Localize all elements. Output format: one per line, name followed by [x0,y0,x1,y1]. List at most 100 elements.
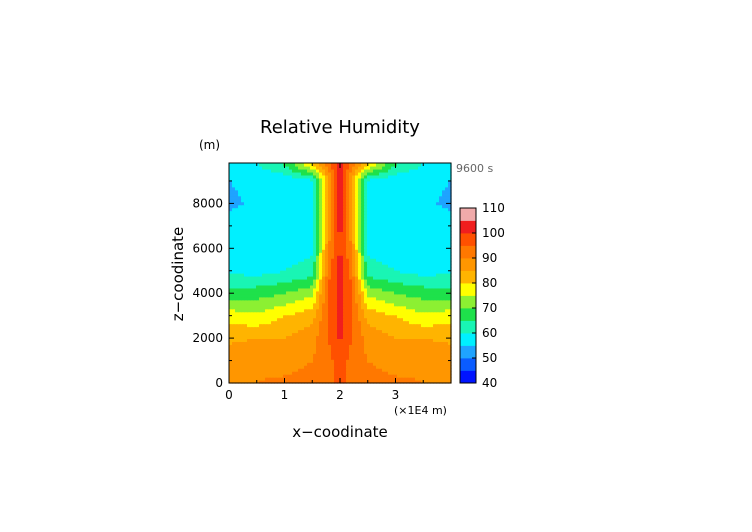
heatmap-cell [337,317,341,322]
heatmap-cell [385,258,389,262]
heatmap-cell [421,249,425,253]
heatmap-cell [349,341,353,345]
heatmap-cell [430,240,434,244]
heatmap-cell [334,278,338,283]
heatmap-cell [376,308,380,313]
heatmap-cell [343,350,347,354]
heatmap-cell [322,308,326,313]
heatmap-cell [289,314,293,319]
heatmap-cell [361,207,365,212]
heatmap-cell [256,290,260,295]
heatmap-cell [328,290,332,295]
heatmap-cell [406,365,410,369]
heatmap-cell [388,192,392,197]
heatmap-cell [259,234,263,238]
heatmap-cell [331,341,335,345]
heatmap-cell [286,189,290,194]
heatmap-cell [349,359,353,363]
heatmap-cell [388,219,392,224]
heatmap-cell [418,204,422,209]
heatmap-cell [400,195,404,200]
heatmap-cell [400,267,404,271]
heatmap-cell [376,362,380,366]
heatmap-cell [265,246,269,250]
heatmap-cell [232,195,236,200]
heatmap-cell [421,210,425,215]
heatmap-cell [271,216,275,221]
heatmap-cell [331,305,335,310]
heatmap-cell [409,344,413,348]
heatmap-cell [304,341,308,345]
heatmap-cell [310,201,314,206]
heatmap-cell [373,380,377,384]
heatmap-cell [373,359,377,363]
heatmap-cell [283,258,287,262]
heatmap-cell [265,374,269,378]
heatmap-cell [292,216,296,221]
heatmap-cell [304,314,308,319]
heatmap-cell [256,278,260,283]
heatmap-cell [253,317,257,322]
heatmap-cell [412,338,416,342]
heatmap-cell [388,362,392,366]
heatmap-cell [241,258,245,262]
heatmap-cell [250,183,254,188]
heatmap-cell [382,311,386,316]
heatmap-cell [445,198,449,203]
heatmap-cell [268,311,272,316]
heatmap-cell [373,201,377,206]
heatmap-cell [394,255,398,259]
heatmap-cell [298,267,302,271]
heatmap-cell [316,240,320,244]
heatmap-cell [256,216,260,221]
heatmap-cell [280,371,284,375]
heatmap-cell [250,371,254,375]
heatmap-cell [268,308,272,313]
heatmap-cell [268,204,272,209]
heatmap-cell [415,332,419,337]
heatmap-cell [448,338,452,342]
heatmap-cell [265,240,269,244]
heatmap-cell [418,311,422,316]
heatmap-cell [430,237,434,241]
heatmap-cell [301,213,305,218]
heatmap-cell [340,290,344,295]
heatmap-cell [343,284,347,289]
heatmap-cell [448,287,452,292]
heatmap-cell [343,335,347,339]
heatmap-cell [346,192,350,197]
heatmap-cell [448,267,452,271]
heatmap-cell [229,210,233,215]
heatmap-cell [436,368,440,372]
heatmap-cell [277,198,281,203]
heatmap-cell [439,210,443,215]
heatmap-cell [436,353,440,357]
heatmap-cell [343,380,347,384]
heatmap-cell [256,314,260,319]
heatmap-cell [442,293,446,298]
heatmap-cell [235,323,239,328]
heatmap-cell [352,329,356,334]
heatmap-cell [340,338,344,342]
heatmap-cell [340,234,344,238]
heatmap-cell [298,323,302,328]
heatmap-cell [409,365,413,369]
heatmap-cell [334,237,338,241]
heatmap-cell [427,237,431,241]
heatmap-cell [442,264,446,268]
heatmap-cell [229,317,233,322]
heatmap-cell [310,311,314,316]
heatmap-cell [337,222,341,227]
heatmap-cell [436,371,440,375]
heatmap-cell [388,299,392,304]
heatmap-cell [307,186,311,191]
heatmap-cell [289,290,293,295]
heatmap-cell [277,243,281,247]
heatmap-cell [253,275,257,280]
heatmap-cell [370,183,374,188]
heatmap-cell [250,311,254,316]
heatmap-cell [256,186,260,191]
heatmap-cell [331,314,335,319]
heatmap-cell [256,380,260,384]
heatmap-cell [277,338,281,342]
